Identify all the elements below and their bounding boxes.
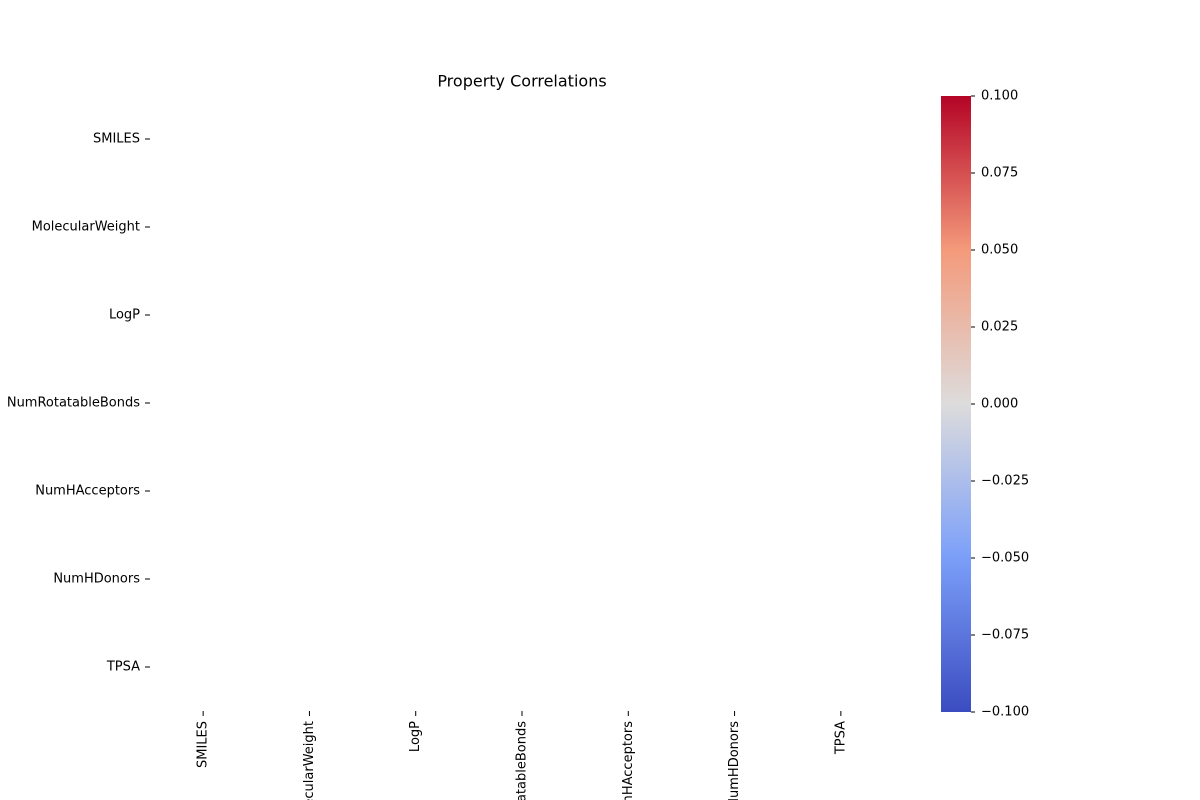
heatmap-cell [575, 623, 681, 711]
heatmap-cell [150, 623, 256, 711]
x-tick-label: SMILES [196, 721, 211, 768]
heatmap-cell [363, 359, 469, 447]
heatmap-cell [150, 447, 256, 535]
heatmap-cell [363, 623, 469, 711]
x-tick-label: NumHAcceptors [621, 721, 636, 800]
heatmap-cell [150, 95, 256, 183]
heatmap-cell [681, 535, 787, 623]
heatmap-cell [256, 183, 362, 271]
heatmap-cell [788, 95, 894, 183]
heatmap-cell [256, 623, 362, 711]
heatmap-cell [681, 95, 787, 183]
y-tick-label: LogP [109, 308, 140, 323]
heatmap-cell [469, 95, 575, 183]
colorbar [941, 96, 971, 712]
y-tick-label: TPSA [106, 660, 140, 675]
x-tick-label: TPSA [833, 721, 848, 755]
chart-title: Property Correlations [437, 72, 606, 91]
heatmap-cell [256, 95, 362, 183]
heatmap-cell [469, 623, 575, 711]
heatmap-cell [150, 271, 256, 359]
colorbar-tick-label: −0.050 [981, 551, 1029, 566]
heatmap-cell [150, 535, 256, 623]
heatmap-cell [363, 95, 469, 183]
heatmap-cell [469, 271, 575, 359]
heatmap-cell [469, 359, 575, 447]
heatmap-cell [575, 359, 681, 447]
x-tick-label: MolecularWeight [302, 721, 317, 800]
colorbar-tick-label: 0.025 [981, 320, 1018, 335]
x-tick-label: LogP [408, 721, 423, 752]
colorbar-tick-label: 0.050 [981, 243, 1018, 258]
heatmap-cell [788, 447, 894, 535]
colorbar-tick-label: 0.000 [981, 397, 1018, 412]
heatmap-cell [575, 447, 681, 535]
heatmap-cell [788, 535, 894, 623]
x-tick-label: NumRotatableBonds [515, 721, 530, 800]
y-tick-label: SMILES [93, 132, 140, 147]
y-tick-label: NumRotatableBonds [7, 396, 140, 411]
y-tick-label: NumHAcceptors [35, 484, 140, 499]
heatmap-cell [575, 95, 681, 183]
heatmap-cell [363, 447, 469, 535]
heatmap-cell [575, 183, 681, 271]
heatmap-cell [469, 535, 575, 623]
heatmap-cell [788, 183, 894, 271]
heatmap-cell [363, 183, 469, 271]
x-tick-label: NumHDonors [727, 721, 742, 800]
heatmap-cell [256, 535, 362, 623]
colorbar-tick-label: −0.100 [981, 705, 1029, 720]
heatmap-cell [681, 183, 787, 271]
heatmap-cell [469, 447, 575, 535]
y-tick-label: MolecularWeight [32, 220, 140, 235]
heatmap-cell [788, 359, 894, 447]
heatmap-cell [256, 359, 362, 447]
heatmap-cell [256, 271, 362, 359]
heatmap-cell [363, 535, 469, 623]
heatmap-cell [788, 623, 894, 711]
heatmap-cell [150, 183, 256, 271]
heatmap-cell [150, 359, 256, 447]
heatmap-cell [363, 271, 469, 359]
colorbar-tick-label: −0.075 [981, 628, 1029, 643]
heatmap-cell [681, 271, 787, 359]
heatmap-cell [788, 271, 894, 359]
colorbar-tick-label: −0.025 [981, 474, 1029, 489]
heatmap-cell [575, 535, 681, 623]
heatmap-cell [256, 447, 362, 535]
heatmap-cell [469, 183, 575, 271]
heatmap-cell [681, 447, 787, 535]
heatmap-cell [681, 623, 787, 711]
y-tick-label: NumHDonors [53, 572, 140, 587]
colorbar-tick-label: 0.075 [981, 166, 1018, 181]
heatmap-cell [681, 359, 787, 447]
colorbar-tick-label: 0.100 [981, 89, 1018, 104]
heatmap-cell [575, 271, 681, 359]
